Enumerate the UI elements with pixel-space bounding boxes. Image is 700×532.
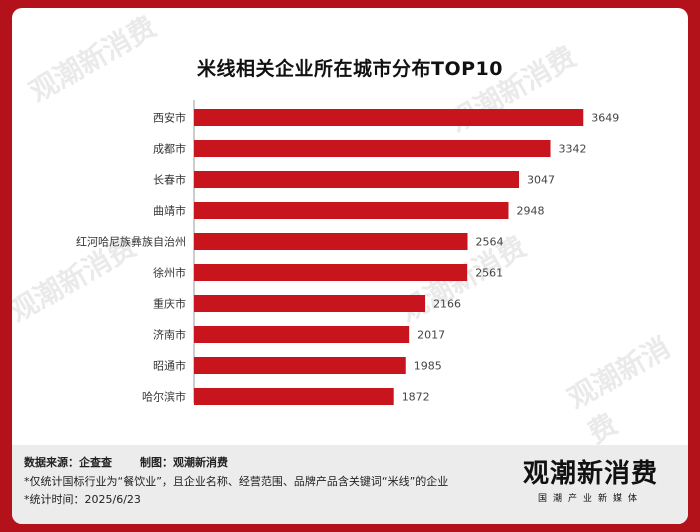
bar-4 [194, 233, 468, 250]
chart-title: 米线相关企业所在城市分布TOP10 [197, 58, 503, 80]
value-label: 1872 [402, 391, 430, 404]
footer-date: *统计时间：2025/6/23 [24, 493, 141, 506]
footer: 数据来源：企查查 制图：观潮新消费 *仅统计国标行业为“餐饮业”，且企业名称、经营… [12, 445, 688, 524]
value-label: 2564 [476, 236, 504, 249]
category-label: 济南市 [153, 328, 186, 342]
footer-note: *仅统计国标行业为“餐饮业”，且企业名称、经营范围、品牌产品含关键词“米线”的企… [24, 475, 449, 488]
bar-6 [194, 295, 426, 312]
value-label: 2561 [475, 267, 503, 280]
bar-chart: 西安市 3649 成都市 3342 长春市 3047 曲靖市 2948 红河哈尼族彝族自治州 25… [76, 100, 619, 405]
value-label: 3047 [527, 174, 555, 187]
category-label: 徐州市 [153, 266, 186, 280]
brand-logo: 观潮新消费 国潮产业新媒体 [522, 459, 658, 504]
category-label: 重庆市 [153, 297, 186, 311]
category-label: 西安市 [153, 111, 186, 125]
bar-0 [194, 109, 584, 126]
chart-card: 观潮新消费 观潮新消费 观潮新消费 观潮新消费 观潮新消费 米线相关企业所在城市… [12, 8, 688, 524]
bar-1 [194, 140, 551, 157]
bar-3 [194, 202, 509, 219]
value-label: 2017 [417, 329, 445, 342]
category-label: 长春市 [153, 173, 186, 187]
value-label: 3649 [591, 112, 619, 125]
chart-maker: 制图：观潮新消费 [140, 456, 228, 469]
value-label: 2166 [433, 298, 461, 311]
value-label: 3342 [559, 143, 587, 156]
bar-2 [194, 171, 520, 188]
category-label: 曲靖市 [153, 204, 186, 218]
bar-9 [194, 388, 394, 405]
category-label: 成都市 [153, 142, 186, 156]
category-label: 哈尔滨市 [142, 390, 186, 404]
value-label: 2948 [516, 205, 544, 218]
category-label: 昭通市 [153, 359, 186, 373]
bar-8 [194, 357, 406, 374]
bar-5 [194, 264, 468, 281]
data-source: 数据来源：企查查 [24, 456, 112, 469]
footer-credits: 数据来源：企查查 制图：观潮新消费 [24, 454, 228, 470]
bar-7 [194, 326, 410, 343]
category-label: 红河哈尼族彝族自治州 [76, 235, 186, 249]
value-label: 1985 [414, 360, 442, 373]
